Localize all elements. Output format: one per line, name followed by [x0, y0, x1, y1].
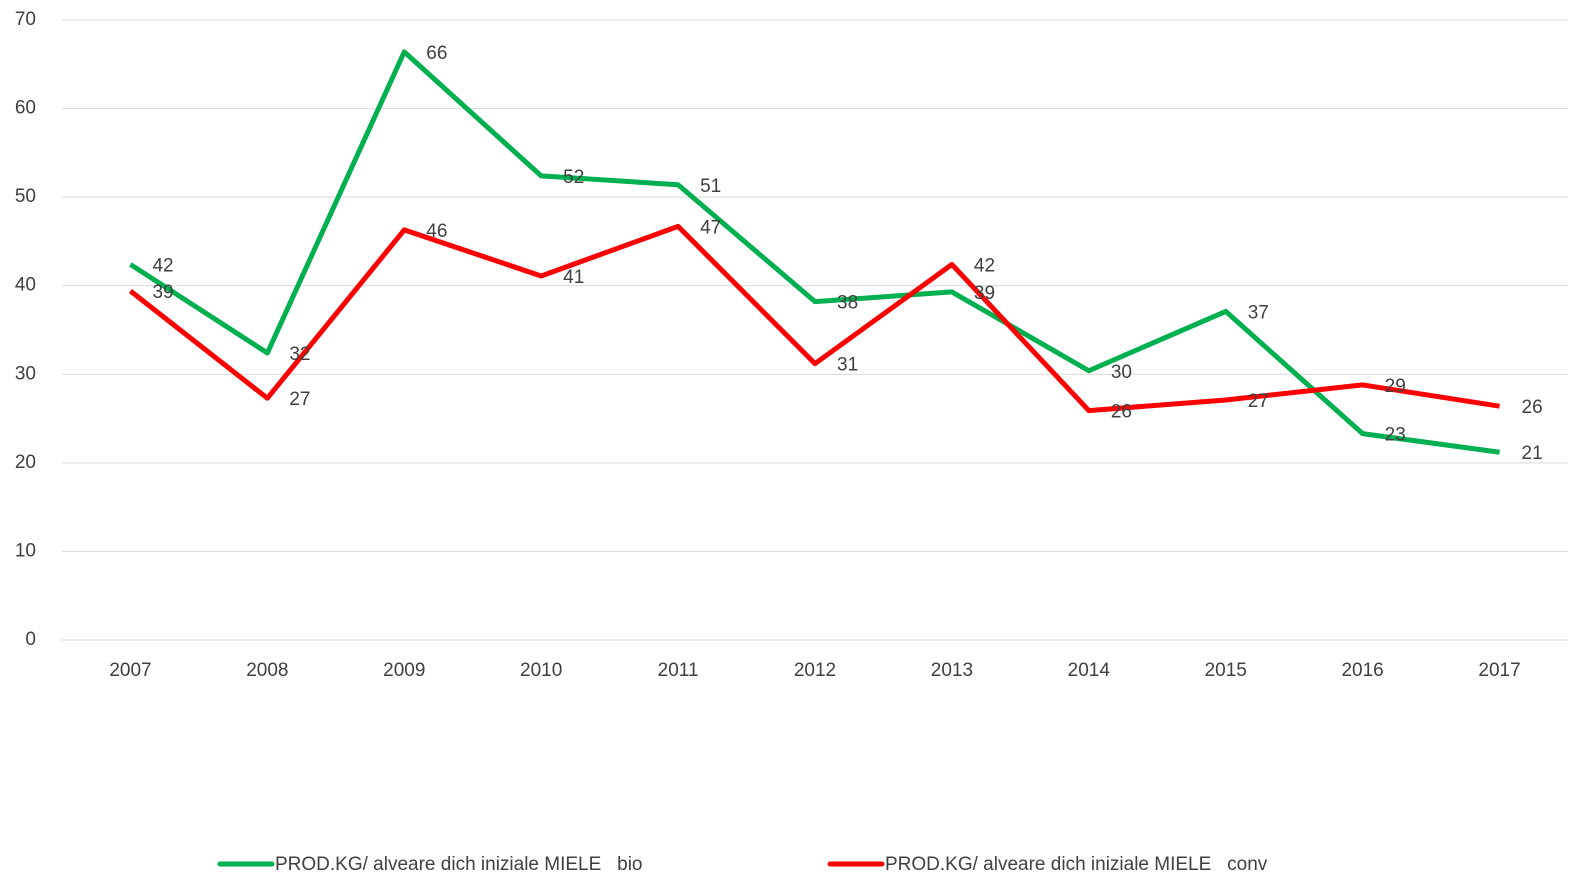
- data-label: 39: [974, 283, 995, 304]
- data-label: 42: [974, 255, 995, 276]
- data-label: 39: [152, 282, 173, 303]
- data-label: 47: [700, 217, 721, 238]
- data-label: 41: [563, 267, 584, 288]
- x-tick-label: 2009: [383, 660, 425, 681]
- data-label: 27: [289, 389, 310, 410]
- legend-label: PROD.KG/ alveare dich iniziale MIELE con…: [885, 854, 1268, 875]
- data-label: 32: [289, 344, 310, 365]
- x-tick-label: 2011: [658, 660, 699, 681]
- data-label: 23: [1385, 425, 1406, 446]
- y-tick-label: 30: [15, 363, 36, 384]
- x-tick-label: 2013: [931, 660, 973, 681]
- x-tick-label: 2016: [1341, 660, 1383, 681]
- x-tick-label: 2015: [1205, 660, 1247, 681]
- data-label: 51: [700, 176, 721, 197]
- y-tick-label: 10: [15, 540, 36, 561]
- data-label: 42: [152, 255, 173, 276]
- data-label: 31: [837, 355, 858, 376]
- y-tick-label: 40: [15, 275, 36, 296]
- x-tick-label: 2008: [246, 660, 288, 681]
- data-label: 52: [563, 167, 584, 188]
- x-tick-label: 2010: [520, 660, 562, 681]
- legend-label: PROD.KG/ alveare dich iniziale MIELE bio: [275, 854, 643, 875]
- x-tick-label: 2007: [109, 660, 151, 681]
- y-tick-label: 50: [15, 186, 36, 207]
- data-label: 37: [1248, 302, 1269, 323]
- data-label: 30: [1111, 362, 1132, 383]
- y-tick-label: 0: [25, 629, 36, 650]
- x-tick-label: 2017: [1478, 660, 1520, 681]
- data-label: 66: [426, 43, 447, 64]
- data-label: 27: [1248, 391, 1269, 412]
- y-tick-label: 20: [15, 452, 36, 473]
- data-label: 26: [1522, 397, 1543, 418]
- y-tick-label: 60: [15, 98, 36, 119]
- x-tick-label: 2012: [794, 660, 836, 681]
- data-label: 29: [1385, 376, 1406, 397]
- data-label: 38: [837, 293, 858, 314]
- data-label: 26: [1111, 402, 1132, 423]
- series-line: [128, 223, 1500, 414]
- x-tick-label: 2014: [1068, 660, 1111, 681]
- y-tick-label: 70: [15, 9, 36, 30]
- data-label: 21: [1522, 443, 1543, 464]
- data-label: 46: [426, 221, 447, 242]
- series-line: [129, 49, 1500, 455]
